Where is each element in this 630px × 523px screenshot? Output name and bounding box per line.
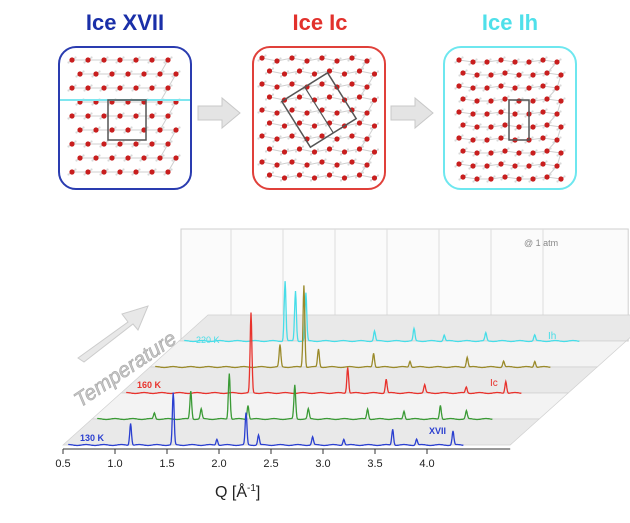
x-tick-label: 4.0 xyxy=(419,458,434,470)
trace-label-220k: 220 K xyxy=(196,335,220,345)
title-ice-xvii: Ice XVII xyxy=(85,10,165,35)
diffraction-trace xyxy=(126,312,522,395)
title-ice-ih: Ice Ih xyxy=(481,10,539,35)
phase-label-xvii: XVII xyxy=(429,426,446,436)
ice-xvii-structure xyxy=(60,56,190,176)
x-tick-label: 0.5 xyxy=(55,458,70,470)
trace-label-130k: 130 K xyxy=(80,433,105,443)
diffraction-trace xyxy=(68,392,464,447)
x-tick-label: 2.5 xyxy=(263,458,278,470)
x-tick-label: 2.0 xyxy=(211,458,226,470)
title-ice-ic: Ice Ic xyxy=(292,10,348,35)
temperature-arrow-icon xyxy=(77,305,149,363)
phase-label-ic: Ic xyxy=(490,378,498,389)
x-tick-label: 1.0 xyxy=(107,458,122,470)
x-tick-label: 3.0 xyxy=(315,458,330,470)
ice-ih-structure xyxy=(454,56,566,183)
diffraction-trace xyxy=(155,285,551,369)
ice-ic-structure xyxy=(257,54,380,182)
diffraction-trace xyxy=(97,373,493,421)
x-tick-label: 1.5 xyxy=(159,458,174,470)
pressure-note: @ 1 atm xyxy=(524,238,558,248)
phase-label-ih: Ih xyxy=(548,331,556,342)
panel-ice-xvii xyxy=(58,46,192,190)
panel-ice-ic xyxy=(252,46,386,190)
panel-ice-ih xyxy=(443,46,577,190)
x-axis-label: Q [Å-1] xyxy=(215,482,260,501)
arrow-right-icon xyxy=(197,96,241,130)
arrow-right-icon xyxy=(390,96,434,130)
x-tick-label: 3.5 xyxy=(367,458,382,470)
trace-label-160k: 160 K xyxy=(137,380,162,390)
